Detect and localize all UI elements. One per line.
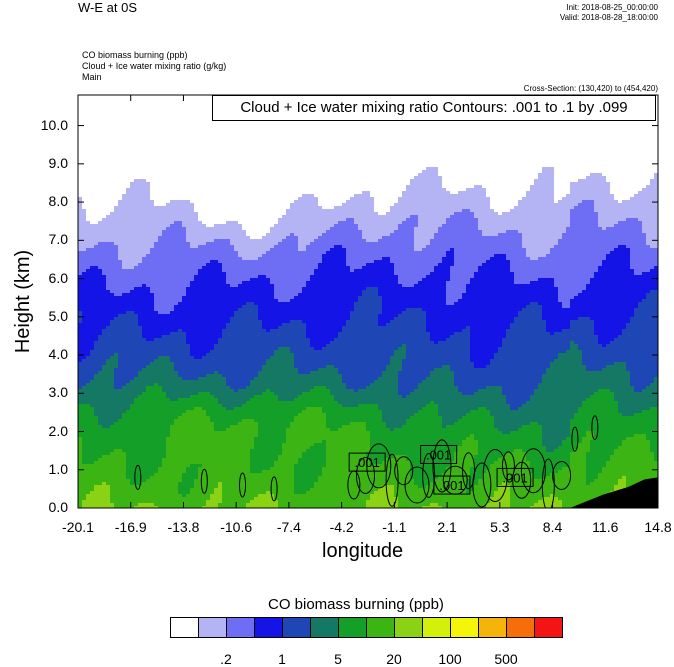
colorbar-cell — [282, 617, 311, 638]
subtitle-main: Main — [82, 72, 102, 82]
terrain — [569, 477, 658, 508]
contour-label: .001 — [355, 455, 380, 470]
colorbar-label: .2 — [220, 651, 232, 667]
x-tick-label: 8.4 — [542, 519, 563, 535]
x-tick-label: 11.6 — [592, 519, 619, 535]
contour-label: .001 — [439, 478, 464, 493]
colorbar-cell — [198, 617, 227, 638]
contour-label: .001 — [426, 447, 451, 462]
x-tick-label: 2.1 — [437, 519, 457, 535]
colorbar-label: 100 — [438, 651, 462, 667]
contour-label-box — [433, 475, 471, 495]
colorbar-cell — [450, 617, 479, 638]
contour-label: .001 — [502, 470, 527, 485]
colorbar-cell — [254, 617, 283, 638]
colorbar-cell — [170, 617, 199, 638]
y-tick-label: 2.0 — [48, 422, 68, 439]
x-tick-label: -16.9 — [114, 519, 147, 535]
x-tick-label: -1.1 — [382, 519, 407, 535]
contour-loop — [394, 456, 414, 486]
contour-loop — [404, 466, 430, 504]
colorbar-label: 500 — [494, 651, 518, 667]
contour-loop — [134, 464, 142, 490]
y-tick-label: 6.0 — [48, 269, 68, 286]
y-tick-label: 7.0 — [48, 231, 68, 248]
colorbar-cell — [338, 617, 367, 638]
x-tick-label: 14.8 — [644, 519, 672, 535]
x-tick-label: -7.4 — [276, 519, 301, 535]
cloud-contours — [134, 415, 599, 508]
y-tick-label: 3.0 — [48, 384, 68, 401]
colorbar-cell — [226, 617, 255, 638]
y-tick-label: 1.0 — [48, 460, 68, 477]
colorbar-cell — [534, 617, 563, 638]
y-tick-label: 5.0 — [48, 307, 68, 324]
contour-loop — [482, 448, 508, 502]
x-tick-label: -10.6 — [220, 519, 253, 535]
valid-time: Valid: 2018-08-28_18:00:00 — [559, 13, 658, 22]
contour-loop — [541, 458, 555, 508]
subtitle-cloud: Cloud + Ice water mixing ratio (g/kg) — [82, 61, 227, 71]
colorbar-cell — [422, 617, 451, 638]
init-time: Init: 2018-08-25_00:00:00 — [566, 3, 658, 12]
x-tick-label: -20.1 — [62, 519, 94, 535]
contour-loop — [571, 426, 579, 452]
y-axis-label: Height (km) — [12, 249, 35, 354]
colorbar-cell — [366, 617, 395, 638]
contour-loop — [200, 468, 208, 494]
x-axis-label: longitude — [322, 540, 404, 562]
colorbar-label: 5 — [334, 651, 342, 667]
colorbar-cell — [310, 617, 339, 638]
y-tick-label: 4.0 — [48, 346, 68, 363]
contour-loop — [422, 452, 436, 498]
contour-loop — [552, 460, 572, 490]
y-tick-label: 9.0 — [48, 154, 68, 171]
chart-title: W-E at 0S — [78, 0, 138, 15]
contour-label-box — [420, 444, 458, 464]
colorbar-label: 20 — [386, 651, 402, 667]
y-tick-label: 0.0 — [48, 499, 68, 515]
heatmap-field — [78, 95, 658, 508]
contour-loop — [520, 448, 546, 494]
contour-loop — [472, 462, 492, 508]
x-tick-label: -4.2 — [329, 519, 354, 535]
contour-label-box — [496, 467, 534, 487]
contour-loop — [270, 476, 278, 502]
contour-label-box — [348, 452, 386, 472]
colorbar-title: CO biomass burning (ppb) — [268, 596, 444, 613]
contour-loop — [591, 415, 599, 441]
contour-loop — [356, 456, 376, 494]
contour-info-box: Cloud + Ice water mixing ratio Contours:… — [212, 95, 656, 121]
contour-loop — [366, 443, 392, 489]
subtitle-co: CO biomass burning (ppb) — [82, 50, 188, 60]
x-tick-label: -13.8 — [167, 519, 200, 535]
y-tick-label: 8.0 — [48, 193, 68, 210]
colorbar-label: 1 — [278, 651, 286, 667]
colorbar-cell — [506, 617, 535, 638]
contour-loop — [432, 439, 452, 493]
contour-loop — [239, 472, 247, 498]
colorbar-cell — [478, 617, 507, 638]
y-tick-label: 10.0 — [40, 116, 68, 133]
contour-loop — [385, 453, 399, 507]
contour-loop — [501, 451, 515, 481]
colorbar-cell — [394, 617, 423, 638]
cross-section-label: Cross-Section: (130,420) to (454,420) — [523, 84, 658, 93]
x-tick-label: 5.3 — [490, 519, 510, 535]
